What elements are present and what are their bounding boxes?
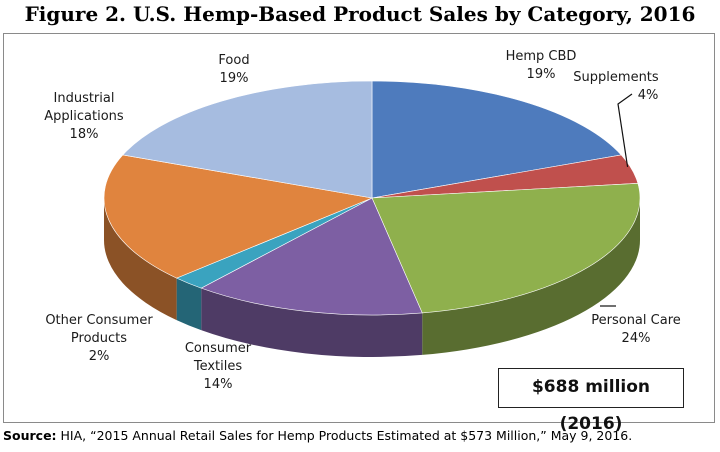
slice-value-hemp-cbd: 19%: [527, 67, 556, 82]
total-sales-box: $688 million (2016): [498, 368, 684, 434]
source-prefix: Source:: [3, 428, 57, 443]
slice-value-supplements: 4%: [638, 88, 659, 103]
slice-value-industrial: 18%: [70, 127, 99, 142]
slice-label-supplements: Supplements: [573, 70, 659, 85]
slice-label-food: Food: [218, 53, 249, 68]
slice-value-consumer-textiles: 14%: [204, 377, 233, 392]
slice-label-hemp-cbd: Hemp CBD: [506, 49, 577, 64]
slice-label-personal-care: Personal Care: [591, 313, 681, 328]
slice-label-consumer-textiles-1: Consumer: [185, 341, 252, 356]
slice-label-other-consumer-1: Other Consumer: [45, 313, 153, 328]
pie-side-other-consumer-products: [176, 278, 202, 331]
pie-sides: [104, 198, 640, 357]
pie-slice-industrial-applications: [103, 154, 374, 279]
slice-label-industrial-1: Industrial: [54, 91, 115, 106]
pie-side-consumer-textiles: [201, 288, 423, 357]
pie-chart: Hemp CBD 19% Supplements 4% Personal Car…: [44, 49, 681, 392]
pie-side-industrial-applications: [104, 198, 177, 321]
source-text: HIA, “2015 Annual Retail Sales for Hemp …: [56, 428, 633, 443]
pie-slice-hemp-cbd: [371, 80, 622, 199]
chart-title: Figure 2. U.S. Hemp-Based Product Sales …: [24, 2, 696, 26]
pie-side-personal-care: [422, 198, 640, 355]
leader-lines: [600, 93, 633, 307]
pie-slice-personal-care: [371, 183, 641, 314]
chart-frame: [3, 33, 715, 423]
source-note: Source: HIA, “2015 Annual Retail Sales f…: [3, 428, 632, 443]
slice-label-consumer-textiles-2: Textiles: [193, 359, 243, 374]
slice-value-food: 19%: [220, 71, 249, 86]
pie-slice-food: [122, 80, 373, 199]
slice-value-other-consumer: 2%: [89, 349, 110, 364]
slice-value-personal-care: 24%: [622, 331, 651, 346]
leader-line-supplements: [617, 93, 633, 167]
slice-label-other-consumer-2: Products: [71, 331, 127, 346]
slice-label-industrial-2: Applications: [44, 109, 124, 124]
pie-slices: [103, 80, 641, 316]
pie-slice-consumer-textiles: [200, 197, 423, 316]
